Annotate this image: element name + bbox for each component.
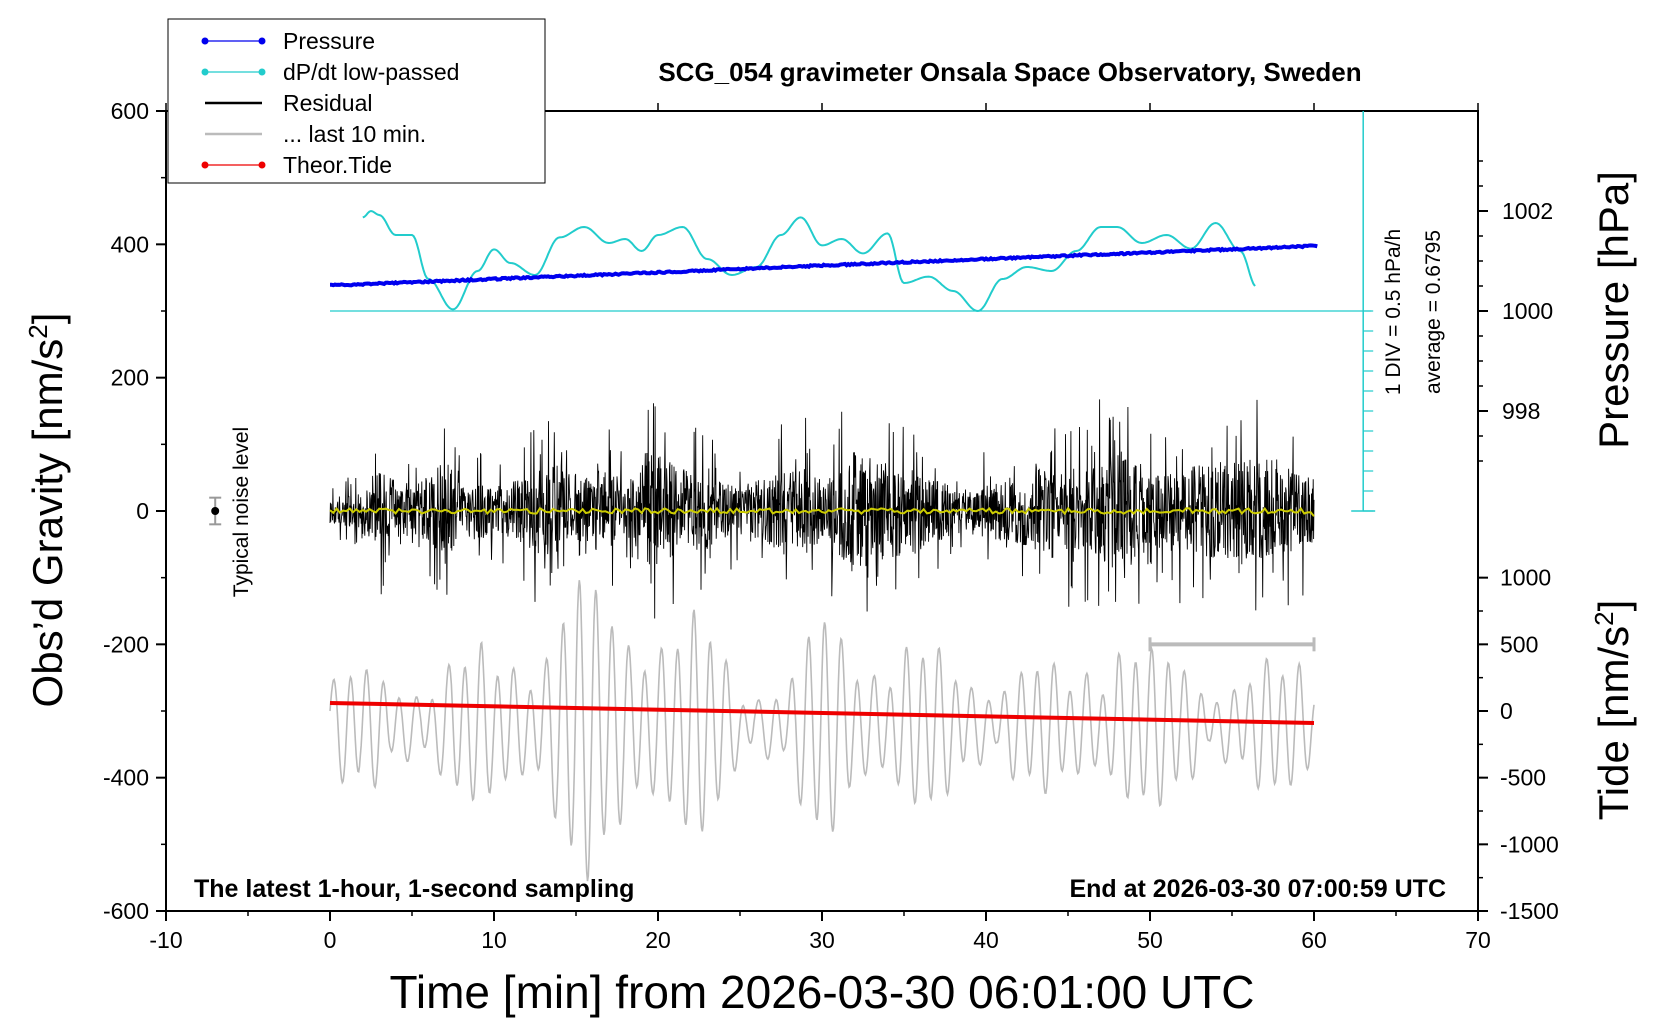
tide-title-end: ]	[1590, 600, 1637, 612]
legend-dot	[258, 161, 266, 169]
y-tick-label: 400	[111, 231, 149, 257]
legend-dot	[258, 68, 266, 76]
y-title-end: ]	[24, 313, 71, 325]
tide-title-sup: 2	[1589, 611, 1619, 625]
chart-title: SCG_054 gravimeter Onsala Space Observat…	[658, 57, 1361, 87]
y-title-sup: 2	[23, 324, 53, 338]
tide-axis-title: Tide [nm/s2]	[1589, 600, 1637, 821]
x-tick-label: 30	[809, 927, 835, 953]
legend-dot	[201, 37, 209, 45]
y-tick-label: -600	[103, 898, 149, 924]
pressure-line	[330, 243, 1318, 288]
dpdt-average-label: average = 0.6795	[1422, 230, 1445, 394]
annotation-bottom-left: The latest 1-hour, 1-second sampling	[194, 875, 634, 903]
tide-tick-label: -1000	[1500, 831, 1559, 857]
tide-tick-label: -500	[1500, 765, 1546, 791]
legend-box	[167, 18, 546, 184]
annotation-bottom-right: End at 2026-03-30 07:00:59 UTC	[1069, 875, 1446, 903]
tide-tick-label: 0	[1500, 698, 1513, 724]
tide-tick-label: 1000	[1500, 565, 1551, 591]
legend-label: Residual	[283, 90, 373, 116]
pressure-tick-label: 1002	[1502, 198, 1553, 224]
legend-label: ... last 10 min.	[283, 121, 426, 147]
y-tick-label: 600	[111, 98, 149, 124]
tide-title-text: Tide [nm/s	[1590, 626, 1637, 821]
noise-point	[211, 507, 220, 515]
pressure-axis-title: Pressure [hPa]	[1590, 171, 1637, 449]
x-tick-label: 0	[324, 927, 337, 953]
legend-label: Theor.Tide	[283, 152, 392, 178]
residual-line	[329, 399, 1315, 619]
axis-ticks: -10 0 10 20 30 40 50 60 70 600 400 200 0 -200 -400 -600…	[103, 98, 1559, 953]
legend-label: dP/dt low-passed	[283, 59, 459, 85]
x-tick-label: 10	[481, 927, 507, 953]
tide-tick-label: -1500	[1500, 898, 1559, 924]
x-tick-label: 70	[1465, 927, 1491, 953]
noise-level-label: Typical noise level	[230, 427, 253, 597]
legend-dot	[258, 37, 266, 45]
dpdt-div-label: 1 DIV = 0.5 hPa/h	[1382, 229, 1405, 395]
y-tick-label: 200	[111, 365, 149, 391]
legend-items: Pressure dP/dt low-passed Residual ... last…	[201, 28, 459, 178]
y-tick-label: -400	[103, 765, 149, 791]
theor-tide-line	[329, 701, 1315, 725]
x-axis-title: Time [min] from 2026-03-30 06:01:00 UTC	[390, 966, 1255, 1018]
residual-lowpass-line	[329, 506, 1315, 517]
tide-tick-label: 500	[1500, 631, 1538, 657]
x-tick-label: 60	[1301, 927, 1327, 953]
y-axis-title-left: Obs’d Gravity [nm/s2]	[23, 313, 71, 708]
legend-dot	[201, 161, 209, 169]
x-tick-label: 50	[1137, 927, 1163, 953]
y-title-text: Obs’d Gravity [nm/s	[24, 339, 71, 708]
x-tick-label: 40	[973, 927, 999, 953]
pressure-tick-label: 1000	[1502, 298, 1553, 324]
legend-dot	[201, 68, 209, 76]
legend-label: Pressure	[283, 28, 375, 54]
dpdt-line	[362, 209, 1256, 313]
pressure-tick-label: 998	[1502, 398, 1540, 424]
y-tick-label: 0	[136, 498, 149, 524]
x-tick-label: 20	[645, 927, 671, 953]
series-layer	[209, 209, 1318, 882]
last-10-min-line	[329, 580, 1315, 882]
dpdt-axis	[330, 111, 1376, 512]
legend: Pressure dP/dt low-passed Residual ... last…	[167, 18, 546, 184]
x-tick-label: -10	[149, 927, 182, 953]
y-tick-label: -200	[103, 631, 149, 657]
